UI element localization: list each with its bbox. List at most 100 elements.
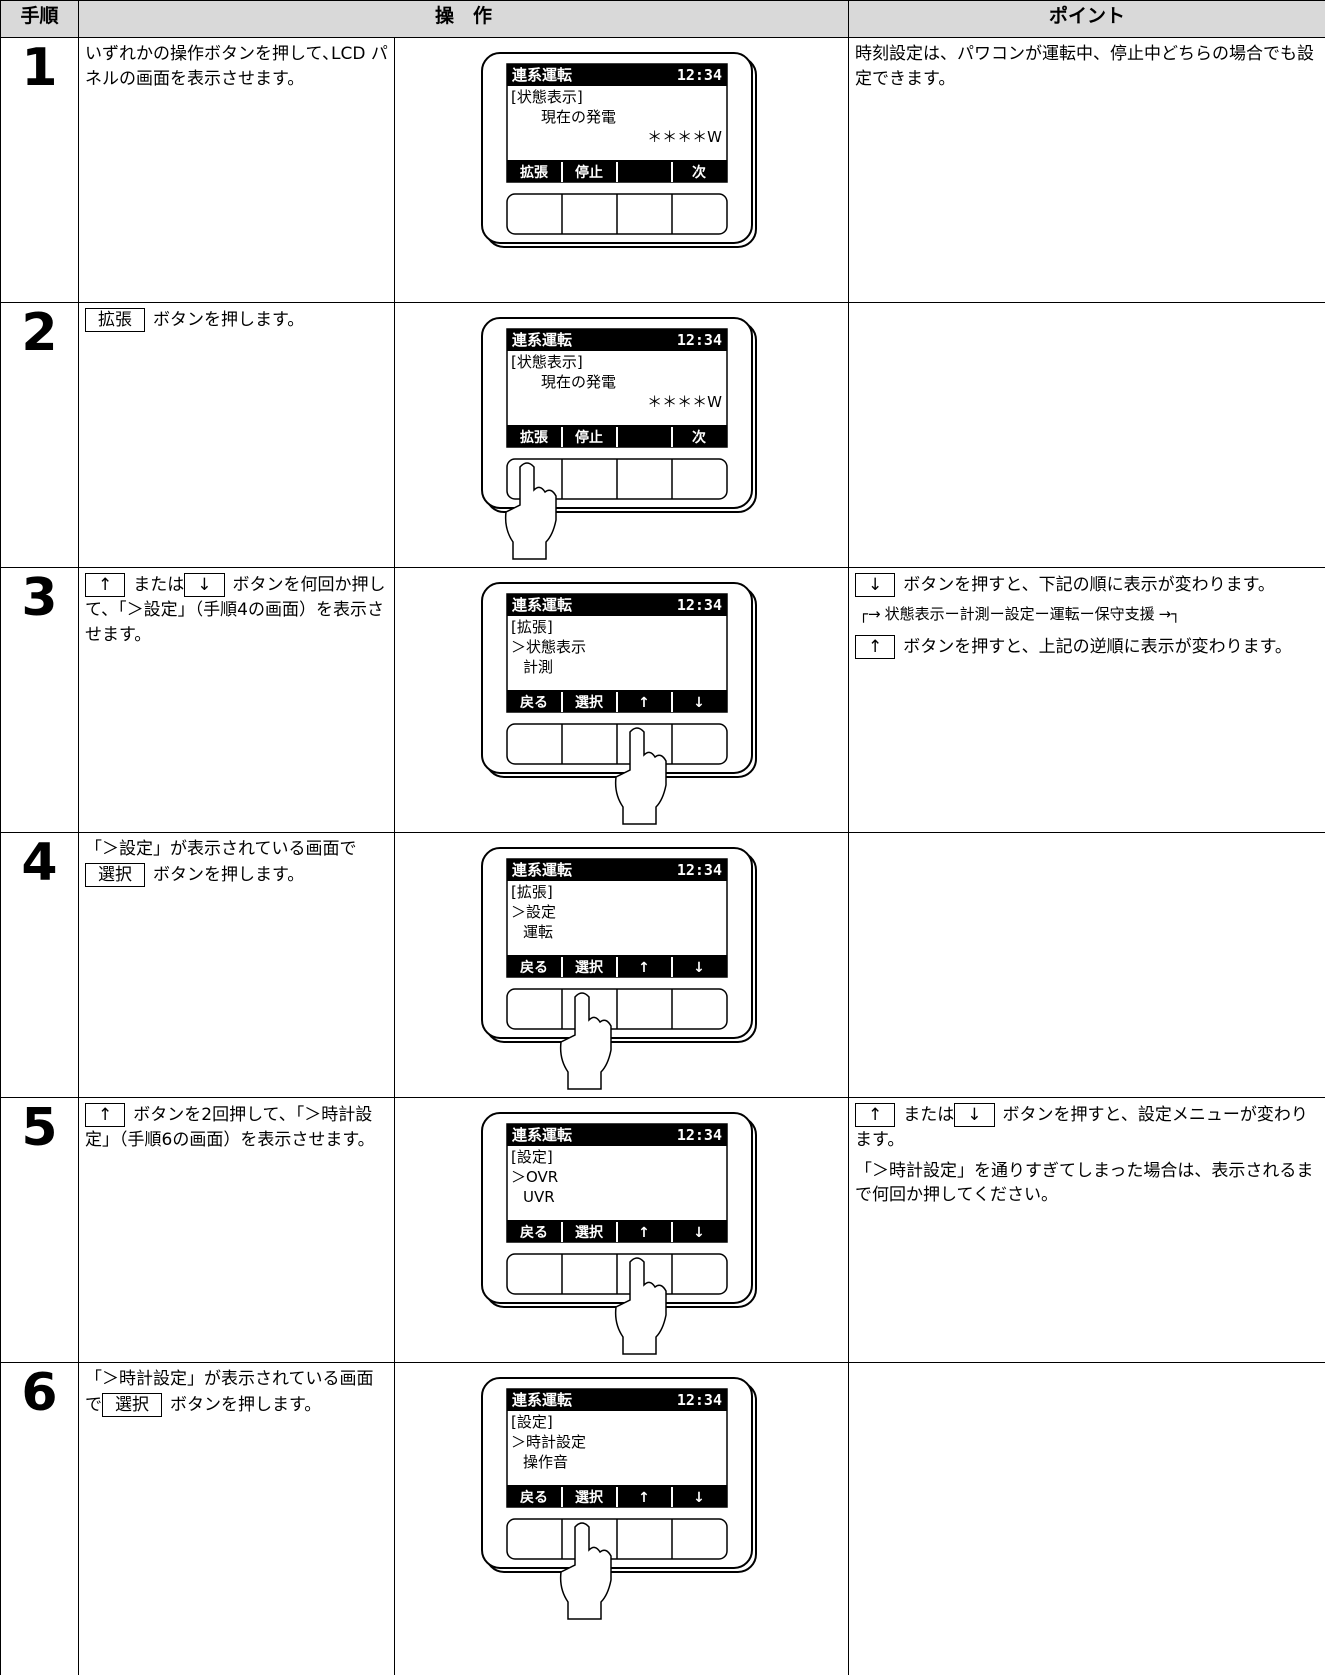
lcd-title: 連系運転 xyxy=(512,1391,572,1409)
soft-key-label: 選択 xyxy=(575,1224,604,1241)
lcd-title: 連系運転 xyxy=(512,861,572,879)
text: いずれかの操作ボタンを押して､LCD パネルの画面を表示させます。 xyxy=(85,44,388,89)
screen-header xyxy=(506,1124,727,1146)
lcd-line: [拡張] xyxy=(511,883,553,901)
lcd-title: 連系運転 xyxy=(512,331,572,349)
text: ボタンを押します。 xyxy=(170,1394,322,1415)
header-operation: 操 作 xyxy=(77,0,850,38)
step-row: 6 「＞時計設定」が表示されている画面で 選択 ボタンを押します。 連系運転 12:34[… xyxy=(0,1362,1325,1675)
lcd-time: 12:34 xyxy=(676,66,721,84)
text: 「＞時計設定」が表示されている画面で xyxy=(85,1369,374,1415)
pointing-hand xyxy=(559,992,612,1090)
soft-key-label: 戻る xyxy=(519,694,548,711)
soft-key-label: 戻る xyxy=(519,1224,548,1241)
point-text: 時刻設定は、パワコンが運転中、停止中どちらの場合でも設定できます。 xyxy=(848,37,1325,303)
text: または xyxy=(133,575,185,595)
point-text xyxy=(848,302,1325,568)
flow-text: 状態表示ー計測ー設定ー運転ー保守支援 xyxy=(884,605,1155,624)
pointing-hand xyxy=(614,1257,667,1355)
soft-key-label: 次 xyxy=(692,429,706,446)
lcd-line: 現在の発電 xyxy=(541,373,616,391)
lcd-line: [設定] xyxy=(511,1148,553,1166)
text: ボタンを何回か押して、「＞設定」（手順4の画面）を表示させます。 xyxy=(85,575,386,645)
soft-key-label: ↓ xyxy=(693,695,705,711)
lcd-line: ＞設定 xyxy=(511,903,556,921)
operation-text: ↑ または ↓ ボタンを何回か押して、「＞設定」（手順4の画面）を表示させます。 xyxy=(78,567,395,833)
step-row: 1 いずれかの操作ボタンを押して､LCD パネルの画面を表示させます。 連系運転 12… xyxy=(0,37,1325,303)
lcd-line: 現在の発電 xyxy=(541,108,616,126)
operation-text: いずれかの操作ボタンを押して､LCD パネルの画面を表示させます。 xyxy=(78,37,395,303)
text: ボタンを2回押して、「＞時計設定」（手順6の画面）を表示させます。 xyxy=(85,1105,375,1151)
operation-text: 拡張 ボタンを押します。 xyxy=(78,302,395,568)
lcd-line: ＊＊＊＊W xyxy=(647,128,722,146)
soft-key-label: ↑ xyxy=(638,960,650,976)
soft-key-label: 選択 xyxy=(575,1489,604,1506)
lcd-line: 運転 xyxy=(523,923,553,941)
illustration: 連系運転 12:34 [状態表示] 現在の発電 ＊＊＊＊W 拡張 停止 次 xyxy=(393,37,850,303)
soft-key-label: 戻る xyxy=(519,959,548,976)
step-row: 3 ↑ または ↓ ボタンを何回か押して、「＞設定」（手順4の画面）を表示させます。 連系… xyxy=(0,567,1325,833)
text: ボタンを押すと、設定メニューが変わります。 xyxy=(855,1105,1308,1151)
button-label: ↑ xyxy=(855,634,896,659)
lcd-line: ＊＊＊＊W xyxy=(647,393,722,411)
point-paragraph: ┌→ 状態表示ー計測ー設定ー運転ー保守支援 →┐ xyxy=(855,604,1319,626)
lcd-time: 12:34 xyxy=(676,1391,721,1409)
text: 「＞時計設定」を通りすぎてしまった場合は、表示されるまで何回か押してください。 xyxy=(855,1160,1314,1206)
lcd-line: ＞時計設定 xyxy=(511,1433,586,1451)
lcd-time: 12:34 xyxy=(676,331,721,349)
soft-key-label: 停止 xyxy=(575,429,603,446)
point-paragraph: ↑ ボタンを押すと、上記の逆順に表示が変わります。 xyxy=(855,634,1319,660)
lcd-panel: 連系運転 12:34 [設定] ＞OVR UVR 戻る 選択 ↑ ↓ xyxy=(480,1112,757,1355)
step-number: 4 xyxy=(0,832,79,1098)
screen-header xyxy=(506,859,727,881)
button-label: ↑ xyxy=(85,1103,126,1128)
step-number: 6 xyxy=(0,1362,79,1675)
pointing-hand xyxy=(559,1522,612,1620)
button-label: 選択 xyxy=(102,1392,162,1417)
point-paragraph: 時刻設定は、パワコンが運転中、停止中どちらの場合でも設定できます。 xyxy=(855,42,1319,91)
text: または xyxy=(903,1105,955,1125)
lcd-line: 操作音 xyxy=(523,1453,568,1471)
text: ボタンを押すと、上記の逆順に表示が変わります。 xyxy=(903,636,1292,657)
soft-key-label: ↑ xyxy=(638,1490,650,1506)
illustration: 連系運転 12:34 [設定] ＞OVR UVR 戻る 選択 ↑ ↓ xyxy=(393,1097,850,1363)
lcd-title: 連系運転 xyxy=(512,596,572,614)
step-number: 3 xyxy=(0,567,79,833)
soft-key-label: 選択 xyxy=(575,694,604,711)
soft-key-label: ↑ xyxy=(638,695,650,711)
lcd-line: 計測 xyxy=(523,658,553,676)
point-text xyxy=(848,1362,1325,1675)
soft-key-label: ↓ xyxy=(693,960,705,976)
lcd-line: ＞状態表示 xyxy=(511,638,586,656)
flow-arrow: →┐ xyxy=(1158,605,1181,624)
illustration: 連系運転 12:34 [設定] ＞時計設定 操作音 戻る 選択 ↑ ↓ xyxy=(393,1362,850,1675)
lcd-time: 12:34 xyxy=(676,861,721,879)
step-number: 2 xyxy=(0,302,79,568)
soft-key-label: 次 xyxy=(692,164,706,181)
operation-text: 「＞設定」が表示されている画面で選択 ボタンを押します。 xyxy=(78,832,395,1098)
point-text xyxy=(848,832,1325,1098)
lcd-line: ＞OVR xyxy=(511,1168,558,1186)
screen-header xyxy=(506,64,727,86)
lcd-title: 連系運転 xyxy=(512,66,572,84)
lcd-line: [拡張] xyxy=(511,618,553,636)
step-row: 2 拡張 ボタンを押します。 連系運転 12:34 [状態表示] 現在の発電 ＊＊＊＊W 拡張停… xyxy=(0,302,1325,568)
button-label: ↑ xyxy=(855,1103,896,1128)
soft-key-label: 拡張 xyxy=(520,164,549,181)
text: 時刻設定は、パワコンが運転中、停止中どちらの場合でも設定できます。 xyxy=(855,44,1315,89)
soft-key-label: 選択 xyxy=(575,959,604,976)
pointing-hand xyxy=(614,727,667,825)
lcd-title: 連系運転 xyxy=(512,1126,572,1144)
button-label: ↓ xyxy=(855,573,896,598)
point-paragraph: ↓ ボタンを押すと、下記の順に表示が変わります。 xyxy=(855,572,1319,598)
step-number: 1 xyxy=(0,37,79,303)
soft-key-label: ↓ xyxy=(693,1490,705,1506)
table-body: 1 いずれかの操作ボタンを押して､LCD パネルの画面を表示させます。 連系運転 12… xyxy=(0,37,1325,1675)
flow-diagram: ┌→ 状態表示ー計測ー設定ー運転ー保守支援 →┐ xyxy=(859,604,1319,626)
header-row: 手順 操 作 ポイント xyxy=(0,0,1325,38)
point-text: ↑ または ↓ ボタンを押すと、設定メニューが変わります。 「＞時計設定」を通りすぎてし… xyxy=(848,1097,1325,1363)
